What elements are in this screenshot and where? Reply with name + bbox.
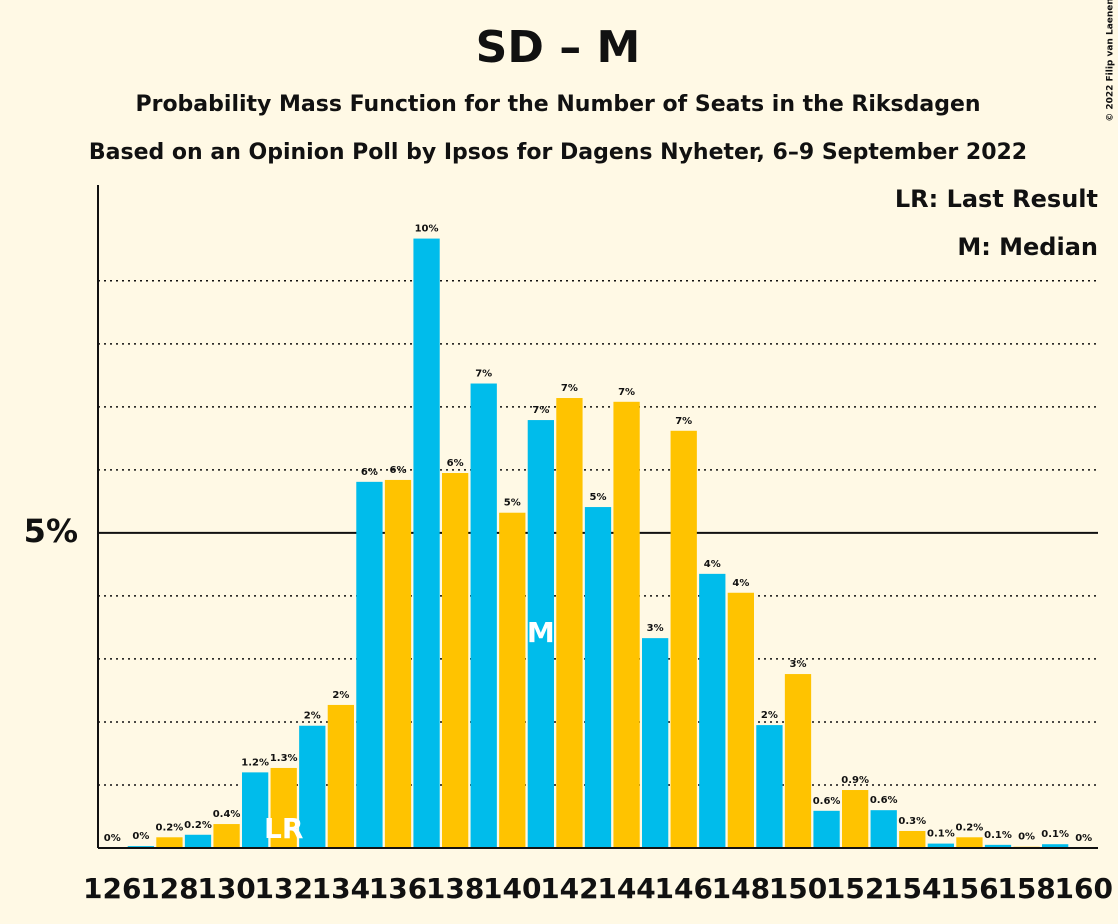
value-label: 7% [618,387,635,398]
bar [956,837,983,848]
x-tick-label: 146 [654,872,712,905]
bar [756,725,783,848]
value-label: 2% [332,690,349,701]
value-label: 6% [361,467,378,478]
value-label: 2% [304,711,321,722]
x-tick-label: 134 [312,872,370,905]
bar [213,824,240,848]
x-tick-label: 126 [83,872,141,905]
bar [270,767,297,848]
value-label: 5% [504,498,521,509]
x-tick-label: 140 [483,872,541,905]
value-label: 0% [1075,833,1092,844]
x-tick-label: 138 [426,872,484,905]
x-tick-label: 154 [883,872,941,905]
value-label: 0.2% [184,820,212,831]
bar [556,398,583,848]
value-label: 4% [704,559,721,570]
value-label: 0.2% [956,822,984,833]
value-label: 0.2% [156,822,184,833]
x-tick-label: 150 [769,872,827,905]
copyright: © 2022 Filip van Laenen [1106,0,1116,122]
value-label: 0.1% [1041,829,1069,840]
x-tick-label: 132 [254,872,312,905]
bar [499,512,526,848]
legend-entry: M: Median [957,233,1098,261]
x-tick-label: 130 [197,872,255,905]
chart-subtitle: Probability Mass Function for the Number… [135,92,980,117]
value-label: 7% [475,369,492,380]
value-label: 0.4% [213,809,241,820]
marker-label: M [527,616,555,649]
bar [984,844,1012,848]
bar [870,810,897,848]
value-label: 0.1% [927,829,955,840]
x-tick-label: 148 [712,872,770,905]
value-label: 6% [447,458,464,469]
bar [842,790,869,848]
x-tick-label: 128 [140,872,198,905]
chart-title: SD – M [476,22,641,73]
bar [784,674,812,848]
value-label: 3% [790,659,807,670]
value-label: 1.2% [241,757,269,768]
bar [184,834,212,848]
x-tick-label: 136 [369,872,427,905]
bar [356,481,383,848]
x-tick-label: 158 [997,872,1055,905]
value-label: 0.6% [870,795,898,806]
value-label: 5% [590,492,607,503]
value-label: 2% [761,710,778,721]
legend-entry: LR: Last Result [895,185,1098,213]
bar [584,507,612,848]
value-label: 6% [390,465,407,476]
value-label: 1.3% [270,753,298,764]
value-label: 7% [561,383,578,394]
bar [156,837,183,848]
value-label: 0% [132,831,149,842]
value-label: 0.6% [813,796,841,807]
x-tick-label: 152 [826,872,884,905]
bar [1042,844,1069,848]
y-tick-label: 5% [24,512,78,550]
value-label: 0.9% [841,775,869,786]
bar [927,843,954,848]
bar [613,401,640,848]
value-label: 10% [415,224,439,235]
bar [384,479,412,848]
bar [670,430,697,848]
bar [699,573,726,848]
value-label: 0% [1018,832,1035,843]
bar [727,592,754,848]
value-label: 7% [532,405,549,416]
value-label: 3% [647,623,664,634]
value-label: 7% [675,416,692,427]
bar [413,238,440,848]
value-label: 0.3% [898,816,926,827]
bar [642,638,669,848]
bar [813,810,840,848]
bar [327,704,354,848]
x-tick-label: 160 [1054,872,1112,905]
value-label: 0.1% [984,830,1012,841]
bar [527,420,554,848]
value-label: 0% [104,833,121,844]
bar [242,772,269,848]
marker-label: LR [264,812,303,845]
bar [442,473,469,848]
value-label: 4% [732,578,749,589]
x-tick-label: 144 [597,872,655,905]
bar [299,725,326,848]
chart-subtitle: Based on an Opinion Poll by Ipsos for Da… [89,140,1027,165]
bar [470,383,497,848]
bar [899,830,926,848]
x-tick-label: 156 [940,872,998,905]
x-tick-label: 142 [540,872,598,905]
